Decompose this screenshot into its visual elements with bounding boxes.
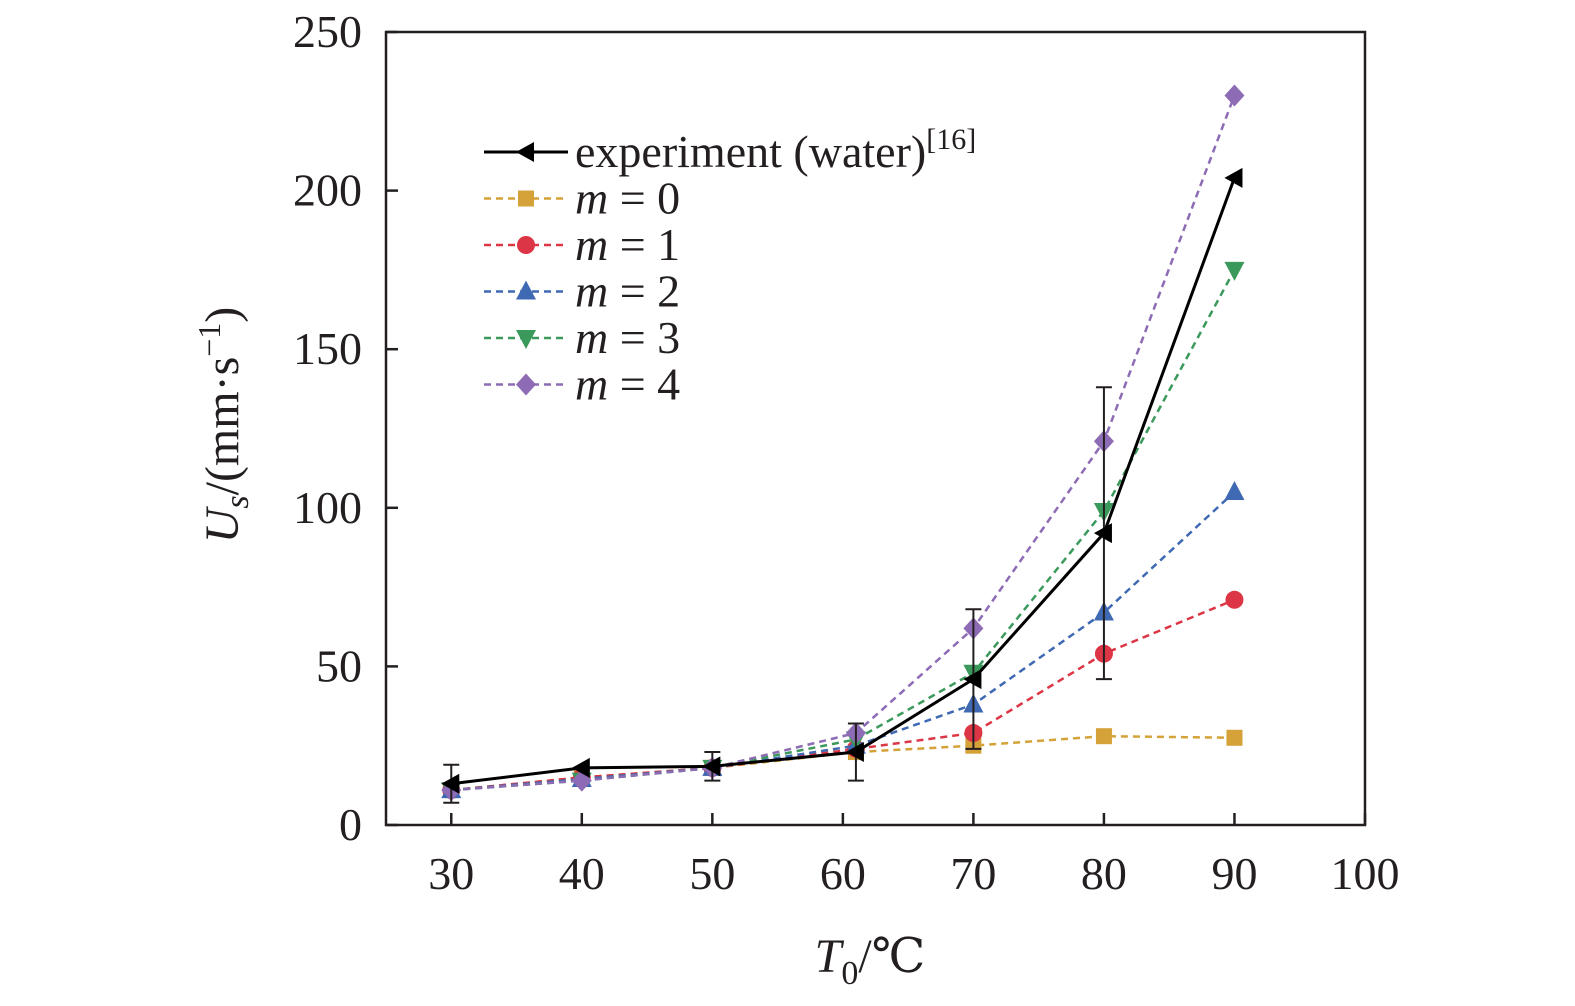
legend-item: experiment (water)[16] bbox=[484, 123, 976, 177]
y-axis-title: Us/(mm·s−1) bbox=[191, 307, 256, 544]
x-axis-symbol: T bbox=[815, 930, 845, 983]
legend-rest: = 2 bbox=[608, 266, 680, 317]
series-5 bbox=[441, 84, 1245, 802]
legend-item: m = 2 bbox=[484, 266, 680, 317]
x-axis-ticks: 30 40 50 60 70 80 90 100 bbox=[428, 813, 1400, 899]
legend-var: m bbox=[575, 312, 608, 363]
legend-marker bbox=[517, 236, 535, 254]
x-axis-title: T0/℃ bbox=[815, 930, 926, 992]
legend-marker bbox=[516, 330, 536, 349]
series-2 bbox=[442, 590, 1244, 800]
legend-rest: = 0 bbox=[608, 173, 680, 224]
data-point bbox=[441, 773, 460, 794]
y-tick-label: 200 bbox=[293, 165, 362, 216]
data-point bbox=[702, 756, 721, 777]
data-point bbox=[1224, 84, 1245, 107]
legend-rest: = 4 bbox=[608, 359, 680, 410]
y-axis-symbol: U bbox=[196, 505, 249, 543]
y-tick-label: 0 bbox=[339, 799, 362, 850]
data-point bbox=[1224, 167, 1243, 188]
legend-name: experiment (water) bbox=[575, 126, 926, 177]
legend: experiment (water)[16]m = 0m = 1m = 2m =… bbox=[484, 123, 976, 410]
plot-frame bbox=[384, 30, 1367, 827]
x-tick-label: 50 bbox=[689, 848, 735, 899]
plot-area-border bbox=[384, 30, 1367, 827]
y-tick-label: 50 bbox=[316, 640, 362, 691]
series-line bbox=[451, 598, 1235, 792]
legend-marker bbox=[518, 190, 534, 207]
data-point bbox=[1224, 480, 1245, 500]
series-line bbox=[451, 734, 1235, 792]
legend-label: m = 4 bbox=[575, 359, 680, 410]
legend-item: m = 3 bbox=[484, 312, 680, 363]
legend-marker bbox=[516, 280, 536, 300]
series-4 bbox=[441, 261, 1245, 802]
data-point bbox=[1224, 261, 1245, 281]
series-1 bbox=[443, 728, 1243, 799]
x-tick-label: 70 bbox=[950, 848, 996, 899]
legend-marker bbox=[516, 373, 536, 396]
data-point bbox=[845, 742, 864, 763]
y-axis-unit-superscript: −1 bbox=[191, 323, 227, 357]
legend-label: m = 1 bbox=[575, 219, 680, 270]
series-3 bbox=[441, 480, 1245, 799]
series-line bbox=[451, 269, 1236, 792]
y-axis-subscript: s bbox=[219, 495, 256, 508]
x-tick-label: 100 bbox=[1331, 848, 1400, 899]
legend-var: m bbox=[575, 266, 608, 317]
legend-superscript: [16] bbox=[926, 123, 976, 156]
legend-var: m bbox=[575, 173, 608, 224]
legend-label: m = 0 bbox=[575, 173, 680, 224]
y-tick-label: 100 bbox=[293, 482, 362, 533]
legend-label: m = 2 bbox=[575, 266, 680, 317]
x-tick-label: 80 bbox=[1081, 848, 1127, 899]
series-0 bbox=[441, 167, 1243, 804]
data-point bbox=[1225, 590, 1244, 609]
x-tick-label: 30 bbox=[428, 848, 474, 899]
legend-item: m = 1 bbox=[484, 219, 680, 270]
legend-item: m = 0 bbox=[484, 173, 680, 224]
data-point bbox=[571, 757, 590, 778]
x-tick-label: 60 bbox=[820, 848, 866, 899]
legend-label: m = 3 bbox=[575, 312, 680, 363]
x-tick-label: 40 bbox=[559, 848, 605, 899]
data-point bbox=[1093, 523, 1112, 544]
legend-rest: = 3 bbox=[608, 312, 680, 363]
series-line bbox=[451, 94, 1236, 792]
series-line bbox=[451, 491, 1236, 792]
legend-rest: = 1 bbox=[608, 219, 680, 270]
legend-item: m = 4 bbox=[484, 359, 680, 410]
data-point bbox=[1095, 728, 1112, 745]
y-axis-ticks: 0 50 100 150 200 250 bbox=[293, 6, 398, 850]
y-axis-unit-close: ) bbox=[196, 307, 249, 323]
y-tick-label: 150 bbox=[293, 323, 362, 374]
data-point bbox=[1226, 729, 1243, 746]
y-axis-unit: /(mm·s bbox=[196, 357, 249, 496]
series-layer bbox=[441, 84, 1245, 804]
legend-marker bbox=[516, 142, 534, 162]
legend-var: m bbox=[575, 359, 608, 410]
data-point bbox=[963, 669, 982, 690]
legend-var: m bbox=[575, 219, 608, 270]
x-axis-unit: /℃ bbox=[858, 930, 925, 983]
x-axis-subscript: 0 bbox=[841, 955, 858, 992]
series-line bbox=[451, 177, 1236, 786]
y-tick-label: 250 bbox=[293, 6, 362, 57]
x-tick-label: 90 bbox=[1211, 848, 1257, 899]
legend-label: experiment (water)[16] bbox=[575, 123, 976, 177]
